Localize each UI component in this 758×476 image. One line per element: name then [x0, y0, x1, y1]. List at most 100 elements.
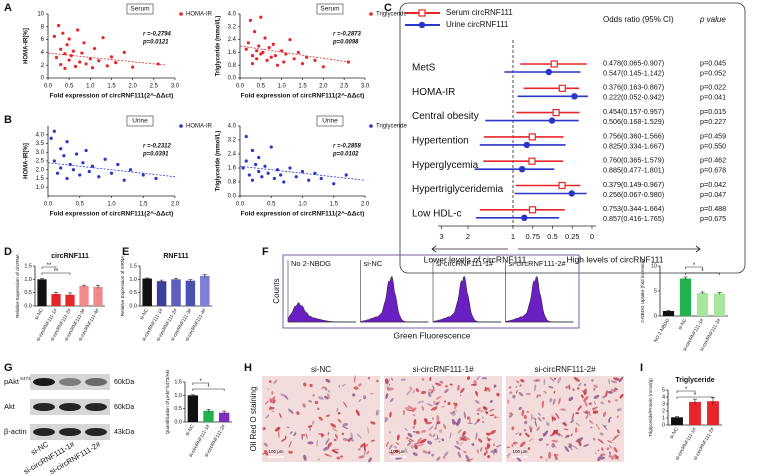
scatter-point [244, 47, 248, 51]
panel-letter: C [384, 2, 392, 14]
stain-speck [325, 378, 331, 383]
stain-speck [565, 385, 569, 389]
stain-speck [356, 433, 362, 439]
stain-speck [614, 399, 618, 402]
legend-label: Triglyceride [376, 124, 407, 130]
scatter-point [244, 159, 248, 163]
scatter-point [84, 62, 88, 66]
y-tick-label: 1.5 [24, 263, 32, 269]
p-value-label: p=0.041 [700, 93, 726, 102]
stain-speck [316, 439, 318, 447]
stain-speck [406, 436, 409, 440]
stain-speck [465, 454, 470, 463]
y-tick-label: 1 [662, 415, 665, 421]
stain-speck [327, 431, 330, 436]
scatter-point [344, 173, 348, 177]
stain-speck [508, 386, 512, 389]
stain-speck [516, 456, 522, 462]
scatter-point [263, 36, 267, 40]
scatter-point [61, 31, 65, 35]
legend-marker [179, 124, 183, 128]
stain-speck [368, 457, 372, 463]
stain-speck [388, 431, 391, 434]
stain-speck [603, 425, 607, 428]
stain-speck [599, 432, 604, 436]
odds-ratio-label: 0.547(0.145-1.142) [603, 68, 664, 77]
stain-speck [267, 388, 270, 390]
y-tick-label: 3 [662, 401, 665, 407]
stain-speck [375, 409, 379, 416]
y-tick-label: 5 [654, 288, 657, 294]
y-tick-label: 1.5 [36, 176, 45, 182]
chart-title: Triglyceride [675, 377, 714, 384]
stain-speck [358, 455, 365, 459]
scatter-point [56, 23, 61, 28]
scatter-point [246, 41, 250, 45]
y-axis-label: Triglyceride/Protein (mmol/g) [648, 378, 653, 437]
stain-speck [312, 420, 315, 425]
stain-speck [422, 450, 428, 454]
stain-speck [403, 409, 405, 416]
fit-line [47, 162, 176, 178]
y-tick-label: 0.5 [24, 290, 32, 296]
blot-band [33, 378, 55, 386]
scatter-point [300, 62, 305, 66]
stain-speck [447, 402, 451, 405]
legend-label: Triglyceride [376, 12, 407, 18]
scatter-point [103, 157, 107, 161]
scatter-point [257, 155, 261, 160]
scatter-point [154, 176, 158, 181]
y-tick-label: 2.4 [228, 37, 237, 43]
bar [689, 401, 701, 425]
stain-speck [416, 444, 425, 446]
box-label: Urine [132, 118, 148, 125]
chart-title: circRNF111 [51, 253, 89, 260]
stain-speck [326, 414, 331, 417]
scatter-point [116, 162, 120, 167]
stain-speck [389, 411, 392, 418]
x-tick-label: 0.0 [44, 202, 53, 208]
y-axis-label: Triglyceride (mmol/L) [216, 131, 222, 192]
direction-label: Lower levels of circRNF111 [424, 254, 527, 264]
stain-speck [487, 388, 491, 392]
stain-speck [338, 384, 341, 388]
stain-speck [318, 416, 323, 421]
scatter-point [59, 62, 63, 67]
stain-speck [370, 421, 376, 425]
x-tick-label: 0.5 [547, 232, 557, 241]
scatter-point [250, 178, 255, 182]
row-label: Hypertention [412, 136, 469, 147]
stain-speck [543, 378, 546, 386]
direction-arrow [518, 245, 701, 253]
bar [142, 278, 152, 306]
blot-size-label: 43kDa [114, 429, 134, 436]
stain-speck [279, 412, 282, 419]
row-label: MetS [412, 63, 436, 74]
stain-speck [476, 449, 479, 454]
x-tick-label: 1.5 [330, 202, 339, 208]
panel-letter: D [4, 246, 12, 258]
stain-speck [426, 403, 433, 407]
scatter-point [67, 37, 71, 41]
stain-speck [591, 379, 594, 382]
odds-ratio-marker [518, 166, 526, 173]
stain-speck [554, 454, 559, 456]
stain-speck [616, 408, 622, 412]
stain-speck [570, 433, 573, 437]
stain-speck [489, 430, 496, 435]
y-tick-label: 3.5 [36, 141, 45, 147]
stain-speck [353, 375, 356, 383]
stain-speck [495, 444, 502, 448]
x-tick-label: si-NC [677, 317, 688, 331]
stain-speck [555, 412, 560, 419]
x-tick-label: 1 [511, 232, 515, 241]
annotation: p=0.0121 [142, 40, 169, 46]
x-tick-label: 3.0 [171, 84, 180, 90]
p-value-label: p=0.488 [700, 204, 726, 213]
stain-speck [559, 433, 563, 438]
stain-speck [303, 404, 306, 408]
stain-speck [486, 432, 491, 436]
scatter-point [69, 54, 73, 58]
stain-speck [427, 391, 432, 398]
